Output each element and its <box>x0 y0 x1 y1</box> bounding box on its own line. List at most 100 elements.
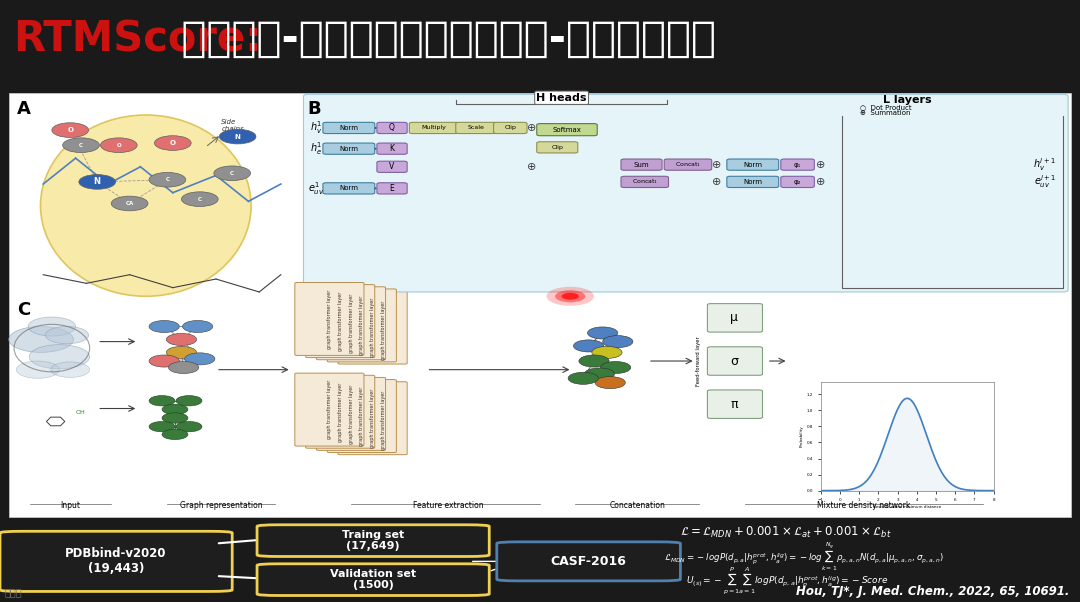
FancyBboxPatch shape <box>664 159 712 170</box>
Circle shape <box>176 396 202 406</box>
FancyBboxPatch shape <box>781 176 814 187</box>
Text: K: K <box>390 144 394 153</box>
Text: $U_{(s)} = -\sum_{p=1}^{P}\sum_{a=1}^{A} logP(d_{p,a}|h_p^{prot}, h_a^{lig}) = -: $U_{(s)} = -\sum_{p=1}^{P}\sum_{a=1}^{A}… <box>686 565 888 596</box>
Circle shape <box>214 166 251 181</box>
Circle shape <box>166 346 197 358</box>
Circle shape <box>154 135 191 150</box>
Text: L layers: L layers <box>882 95 932 105</box>
Circle shape <box>149 396 175 406</box>
Text: graph transformer layer: graph transformer layer <box>381 391 386 450</box>
FancyBboxPatch shape <box>377 143 407 154</box>
Y-axis label: Probability: Probability <box>800 426 804 447</box>
Text: graph transformer layer: graph transformer layer <box>360 386 364 446</box>
Circle shape <box>100 138 137 152</box>
FancyBboxPatch shape <box>409 122 459 134</box>
FancyBboxPatch shape <box>327 289 396 362</box>
Text: O: O <box>67 127 73 133</box>
Text: ⊕  Summation: ⊕ Summation <box>860 110 910 116</box>
Text: Feed-forward layer: Feed-forward layer <box>696 336 701 386</box>
FancyBboxPatch shape <box>497 542 680 581</box>
FancyBboxPatch shape <box>257 525 489 556</box>
Text: 侯廷军: 侯廷军 <box>4 587 22 597</box>
FancyBboxPatch shape <box>327 380 396 453</box>
Text: Clip: Clip <box>504 125 516 131</box>
Text: $h_v^1$: $h_v^1$ <box>310 120 323 136</box>
Text: ⊕: ⊕ <box>527 123 536 133</box>
Circle shape <box>595 377 625 389</box>
FancyBboxPatch shape <box>316 287 386 360</box>
FancyBboxPatch shape <box>295 373 364 446</box>
Text: Softmax: Softmax <box>553 126 581 132</box>
Circle shape <box>149 355 179 367</box>
Text: 基于残基-原子距离统计势的蛋白-配体打分函数: 基于残基-原子距离统计势的蛋白-配体打分函数 <box>167 18 716 60</box>
Text: $\mathcal{L}_{MDN} = -logP(d_{p,a}|h_p^{prot}, h_a^{lig}) = -log\sum_{k=1}^{N_g}: $\mathcal{L}_{MDN} = -logP(d_{p,a}|h_p^{… <box>664 541 944 573</box>
Circle shape <box>111 196 148 211</box>
Text: RTMScore:: RTMScore: <box>13 18 261 60</box>
Text: ⊕: ⊕ <box>713 160 721 170</box>
Text: Concat$_1$: Concat$_1$ <box>632 178 658 187</box>
Circle shape <box>584 368 615 380</box>
Circle shape <box>9 326 73 352</box>
Circle shape <box>592 346 622 358</box>
Text: C: C <box>17 300 30 318</box>
FancyBboxPatch shape <box>338 291 407 364</box>
Text: O: O <box>117 143 121 147</box>
FancyBboxPatch shape <box>781 159 814 170</box>
FancyBboxPatch shape <box>349 293 418 366</box>
Text: graph transformer layer: graph transformer layer <box>338 382 342 442</box>
Text: Q: Q <box>389 123 395 132</box>
FancyBboxPatch shape <box>306 285 375 358</box>
Circle shape <box>168 361 199 374</box>
Text: φ₁: φ₁ <box>794 161 801 167</box>
Text: $h_v^{l+1}$: $h_v^{l+1}$ <box>1034 157 1056 173</box>
FancyBboxPatch shape <box>537 141 578 153</box>
Ellipse shape <box>41 115 252 296</box>
Text: Norm: Norm <box>339 185 359 191</box>
Circle shape <box>555 290 585 302</box>
FancyBboxPatch shape <box>621 159 662 170</box>
Text: Input: Input <box>60 501 80 510</box>
FancyBboxPatch shape <box>323 183 375 194</box>
FancyBboxPatch shape <box>323 122 375 134</box>
Text: ⊕: ⊕ <box>527 162 536 172</box>
Text: CASF-2016: CASF-2016 <box>551 555 626 568</box>
Circle shape <box>603 335 633 347</box>
Text: graph transformer layer: graph transformer layer <box>327 380 332 439</box>
Text: Norm: Norm <box>743 161 762 167</box>
Circle shape <box>219 129 256 144</box>
Text: O: O <box>170 140 176 146</box>
Text: Norm: Norm <box>339 146 359 152</box>
FancyBboxPatch shape <box>377 183 407 194</box>
Text: Concatenation: Concatenation <box>609 501 665 510</box>
FancyBboxPatch shape <box>306 375 375 448</box>
Text: graph transformer layer: graph transformer layer <box>370 298 375 358</box>
Text: Side
chains: Side chains <box>221 119 244 132</box>
Text: Norm: Norm <box>339 125 359 131</box>
FancyBboxPatch shape <box>707 347 762 375</box>
Text: B: B <box>308 100 322 118</box>
Text: $\mathcal{L} = \mathcal{L}_{MDN} + 0.001 \times \mathcal{L}_{at} + 0.001 \times : $\mathcal{L} = \mathcal{L}_{MDN} + 0.001… <box>680 525 892 540</box>
Circle shape <box>162 429 188 439</box>
FancyBboxPatch shape <box>377 122 407 134</box>
Circle shape <box>28 317 76 336</box>
FancyBboxPatch shape <box>349 384 418 457</box>
Text: ⊕: ⊕ <box>816 160 825 170</box>
Circle shape <box>185 353 215 365</box>
Text: Feature extraction: Feature extraction <box>413 501 484 510</box>
Circle shape <box>181 192 218 206</box>
Text: $h_e^1$: $h_e^1$ <box>310 140 323 157</box>
Text: ○  Dot Product: ○ Dot Product <box>860 104 912 110</box>
Text: Multiply: Multiply <box>421 125 447 131</box>
Text: C: C <box>230 171 234 176</box>
Text: Hou, TJ*, J. Med. Chem., 2022, 65, 10691.: Hou, TJ*, J. Med. Chem., 2022, 65, 10691… <box>796 585 1069 598</box>
Text: V: V <box>390 163 394 172</box>
Text: Mixture density network: Mixture density network <box>818 501 910 510</box>
Text: graph transformer layer: graph transformer layer <box>349 294 353 353</box>
Circle shape <box>162 404 188 415</box>
Text: C: C <box>79 143 83 147</box>
Circle shape <box>52 123 89 137</box>
Text: π: π <box>731 398 738 411</box>
Circle shape <box>176 421 202 432</box>
FancyBboxPatch shape <box>295 282 364 355</box>
Text: Concat$_1$: Concat$_1$ <box>675 160 701 169</box>
